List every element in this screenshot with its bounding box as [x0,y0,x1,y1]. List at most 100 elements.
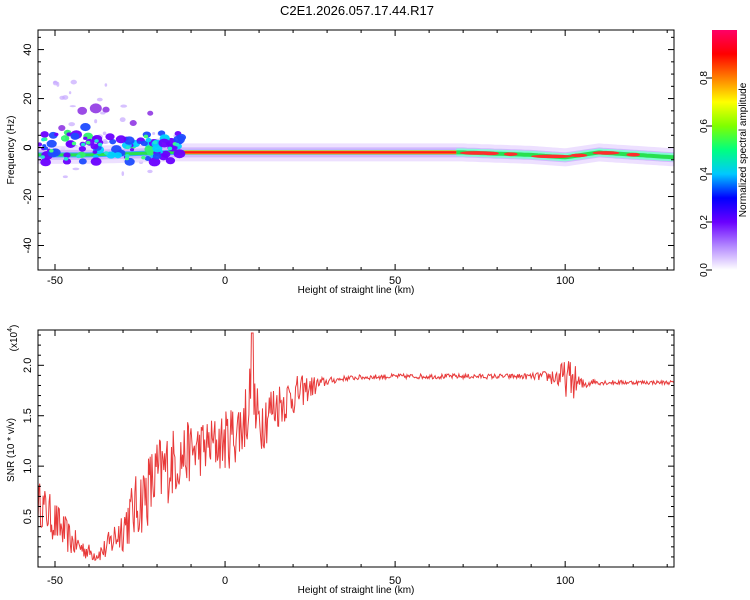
spectrogram-cluster [77,106,88,115]
spectrogram-blob [123,136,135,145]
snr-series-line [38,332,674,562]
spectrogram-blob [54,132,59,137]
spectrogram-blob [80,123,91,132]
spectrogram-speck [102,131,107,136]
spectrogram-blob-core [125,154,130,158]
spectrogram-blob [78,146,87,152]
spectrogram-blob [176,133,187,141]
snr-y-scale: (x104) [7,325,20,352]
snr-y-tick-label: 1.5 [22,408,34,423]
spectrogram-speck [152,131,156,135]
snr-plot-area [38,332,674,562]
spectrogram-hotspot [481,151,499,156]
spectrogram-y-tick-label: -40 [22,238,34,254]
spectrogram-blob [129,148,135,152]
snr-frame [37,329,675,568]
spectrogram-blob [173,149,186,159]
spectrogram-y-tick-label: 20 [22,92,34,104]
spectrogram-blob [152,152,162,160]
spectrogram-speck [119,117,126,123]
spectrogram-hotspot [503,152,518,156]
spectrogram-blob [66,132,72,137]
spectrogram-x-tick-label: 50 [389,275,401,287]
spectrogram-blob-core [60,136,66,140]
spectrogram-blob [40,131,49,138]
spectrogram-blob-core [125,145,131,150]
snr-x-tick-label: 0 [222,575,228,587]
spectrogram-speck [68,91,72,95]
spectrogram-blob-core [49,148,54,153]
spectrogram-blob [70,132,80,140]
spectrogram-blob-core [104,151,109,155]
colorbar-tick-label: 0.8 [699,71,710,85]
spectrogram-blob [165,157,176,165]
spectrogram-blob [140,140,148,147]
spectrogram-speck [62,95,69,100]
spectrogram-cluster [102,106,110,113]
spectrogram-speck [70,79,77,85]
spectrogram-y-tick-label: 40 [22,43,34,55]
spectrogram-blob-core [167,146,173,151]
snr-y-scale-base: (x10 [9,331,20,351]
spectrogram-blob [137,140,142,144]
spectrogram-blob [40,158,51,167]
colorbar-tick-label: 0.4 [699,167,710,181]
spectrogram-blob-core [85,140,91,145]
spectrogram-blob [42,144,47,148]
spectrogram-blob-core [97,142,103,147]
spectrogram-cluster [147,110,154,116]
spectrogram-blob-core [152,140,158,145]
spectrogram-speck [69,105,77,108]
spectrogram-x-ticks: -50 0 50 100 [47,30,668,287]
spectrogram-blob-core [174,142,180,147]
spectrogram-x-tick-label: -50 [47,275,63,287]
spectrogram-blob [113,152,122,159]
spectrogram-cluster [89,103,102,114]
spectrogram-blob [78,158,87,165]
colorbar-tick-label: 0.2 [699,215,710,229]
spectrogram-blob-core [71,141,77,146]
figure-title: C2E1.2026.057.17.44.R17 [280,3,434,18]
spectrogram-speck [147,169,153,174]
snr-y-tick-label: 1.0 [22,459,34,474]
spectrogram-hotspot [570,153,588,158]
spectrogram-blob [115,135,127,144]
snr-y-tick-label: 2.0 [22,358,34,373]
spectrogram-blob [148,157,161,167]
colorbar-tick-label: 0.6 [699,119,710,133]
spectrogram-blob-core [80,142,86,147]
colorbar-tick-label: 0.0 [699,263,710,277]
spectrogram-blob-core [94,139,99,143]
snr-panel: -50 0 50 100 0.5 1.0 1.5 2.0 Height of straigh… [6,325,675,596]
spectrogram-speck [68,122,76,127]
spectrogram-blob [92,150,98,154]
spectrogram-x-tick-label: 100 [556,275,574,287]
spectrogram-speck [102,139,108,144]
spectrogram-blob [83,136,88,140]
spectrogram-x-label: Height of straight line (km) [298,285,415,296]
spectrogram-speck [72,167,80,171]
spectrogram-blob [158,152,169,161]
svg-text:(x104): (x104) [7,325,20,352]
colorbar-label: Normalized spectral amplitude [738,82,749,217]
spectrogram-speck [94,119,98,124]
spectrogram-blob [63,152,71,158]
spectrogram-hotspot [626,152,640,157]
spectrogram-x-tick-label: 0 [222,275,228,287]
spectrogram-blob [109,138,117,145]
spectrogram-blob-core [41,137,46,142]
spectrogram-blob [90,143,99,150]
spectrogram-blob [46,139,57,148]
spectrogram-blob-core [141,155,146,160]
spectrogram-blob-core [40,155,45,159]
spectrogram-y-tick-label: -20 [22,189,34,205]
snr-y-scale-exp: 4 [7,328,14,332]
snr-x-tick-label: -50 [47,575,63,587]
spectrogram-hotspot [592,151,620,155]
spectrogram-blob-core [76,154,81,159]
spectrogram-blob [146,150,154,156]
spectrogram-y-tick-label: 0 [22,144,34,150]
snr-y-tick-label: 0.5 [22,509,34,524]
spectrogram-blob [158,138,170,148]
